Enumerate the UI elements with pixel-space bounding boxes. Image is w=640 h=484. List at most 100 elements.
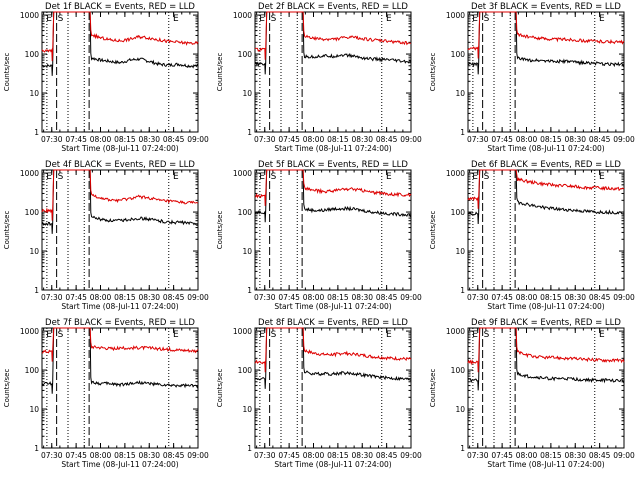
x-tick-label: 07:45 — [65, 293, 87, 302]
plot-frame — [41, 327, 199, 449]
events-series — [254, 11, 412, 75]
plot-frame — [467, 11, 625, 133]
panel-title: Det 2f BLACK = Events, RED = LLD — [258, 2, 408, 12]
lld-series — [41, 169, 199, 221]
lld-series — [254, 11, 412, 60]
panel-det-8: Det 8f BLACK = Events, RED = LLD Counts/s… — [216, 318, 422, 469]
events-series — [41, 11, 199, 76]
x-tick-label: 07:30 — [254, 135, 276, 144]
panel-det-9: Det 9f BLACK = Events, RED = LLD Counts/s… — [429, 318, 635, 469]
event-marker-label: S — [484, 14, 490, 24]
x-tick-label: 08:45 — [163, 451, 185, 460]
lld-series — [467, 11, 625, 59]
x-tick-label: 08:15 — [540, 135, 562, 144]
event-marker-label: E — [46, 172, 52, 182]
y-axis-label: Counts/sec — [429, 53, 437, 92]
panel-det-6: Det 6f BLACK = Events, RED = LLD Counts/s… — [429, 160, 635, 311]
x-tick-label: 08:00 — [90, 135, 112, 144]
x-tick-label: 07:45 — [65, 135, 87, 144]
y-tick-label: 10 — [242, 89, 252, 98]
event-marker-label: E — [46, 330, 52, 340]
x-tick-label: 07:30 — [41, 135, 63, 144]
lld-series — [41, 327, 199, 362]
event-marker-label: E — [259, 172, 265, 182]
event-marker-label: S — [58, 14, 64, 24]
y-axis-label: Counts/sec — [3, 53, 11, 92]
x-tick-label: 07:45 — [65, 451, 87, 460]
x-tick-label: 08:45 — [376, 293, 398, 302]
x-tick-label: 08:15 — [114, 451, 136, 460]
x-axis-label: Start Time (08-Jul-11 07:24:00) — [274, 302, 391, 311]
event-marker-label: E — [472, 330, 478, 340]
x-tick-label: 08:45 — [376, 451, 398, 460]
plot-frame — [254, 327, 412, 449]
y-tick-label: 100 — [238, 208, 253, 217]
plot-frame — [467, 327, 625, 449]
event-marker-label: S — [271, 14, 277, 24]
x-axis-label: Start Time (08-Jul-11 07:24:00) — [274, 144, 391, 153]
x-tick-label: 07:30 — [467, 135, 489, 144]
y-tick-label: 100 — [25, 208, 40, 217]
y-axis-label: Counts/sec — [216, 211, 224, 250]
x-tick-label: 09:00 — [613, 293, 635, 302]
y-tick-label: 100 — [238, 366, 253, 375]
events-series — [41, 169, 199, 234]
plot-frame — [254, 169, 412, 291]
event-marker-label: E — [599, 14, 605, 24]
plot-frame — [467, 169, 625, 291]
event-marker-label: E — [386, 14, 392, 24]
x-tick-label: 09:00 — [613, 135, 635, 144]
y-tick-label: 100 — [451, 50, 466, 59]
panel-title: Det 7f BLACK = Events, RED = LLD — [45, 318, 195, 328]
x-tick-label: 08:15 — [327, 293, 349, 302]
x-axis-label: Start Time (08-Jul-11 07:24:00) — [487, 144, 604, 153]
y-tick-label: 1000 — [446, 11, 465, 20]
y-tick-label: 1 — [34, 286, 39, 295]
x-tick-label: 08:15 — [540, 293, 562, 302]
event-marker-label: E — [386, 172, 392, 182]
events-series — [41, 327, 199, 394]
y-axis-label: Counts/sec — [3, 369, 11, 408]
x-tick-label: 08:30 — [351, 135, 373, 144]
x-tick-label: 08:30 — [351, 293, 373, 302]
x-tick-label: 09:00 — [613, 451, 635, 460]
plot-frame — [254, 11, 412, 133]
x-tick-label: 09:00 — [400, 451, 422, 460]
y-tick-label: 1 — [247, 444, 252, 453]
event-marker-label: E — [599, 330, 605, 340]
y-axis-label: Counts/sec — [3, 211, 11, 250]
x-tick-label: 08:00 — [90, 451, 112, 460]
x-tick-label: 08:00 — [516, 135, 538, 144]
x-tick-label: 07:45 — [491, 293, 513, 302]
panel-title: Det 5f BLACK = Events, RED = LLD — [258, 160, 408, 170]
event-marker-label: E — [259, 14, 265, 24]
y-tick-label: 1 — [247, 128, 252, 137]
lld-series — [254, 327, 412, 373]
y-tick-label: 1000 — [446, 327, 465, 336]
y-tick-label: 10 — [242, 247, 252, 256]
lld-series — [41, 11, 199, 62]
x-axis-label: Start Time (08-Jul-11 07:24:00) — [487, 460, 604, 469]
y-tick-label: 1000 — [446, 169, 465, 178]
x-tick-label: 08:30 — [564, 451, 586, 460]
y-tick-label: 10 — [29, 247, 39, 256]
y-tick-label: 10 — [455, 89, 465, 98]
y-tick-label: 1000 — [20, 327, 39, 336]
y-tick-label: 1 — [460, 444, 465, 453]
panel-det-1: Det 1f BLACK = Events, RED = LLD Counts/s… — [3, 2, 209, 153]
x-tick-label: 07:30 — [467, 451, 489, 460]
x-tick-label: 08:45 — [163, 293, 185, 302]
x-tick-label: 07:30 — [41, 293, 63, 302]
event-marker-label: S — [58, 172, 64, 182]
plot-frame — [41, 11, 199, 133]
panel-det-3: Det 3f BLACK = Events, RED = LLD Counts/s… — [429, 2, 635, 153]
x-tick-label: 08:30 — [564, 135, 586, 144]
x-tick-label: 09:00 — [187, 451, 209, 460]
event-marker-label: S — [484, 330, 490, 340]
event-marker-label: E — [386, 330, 392, 340]
panel-title: Det 9f BLACK = Events, RED = LLD — [471, 318, 621, 328]
events-series — [467, 327, 625, 391]
y-tick-label: 1 — [460, 286, 465, 295]
y-tick-label: 10 — [242, 405, 252, 414]
